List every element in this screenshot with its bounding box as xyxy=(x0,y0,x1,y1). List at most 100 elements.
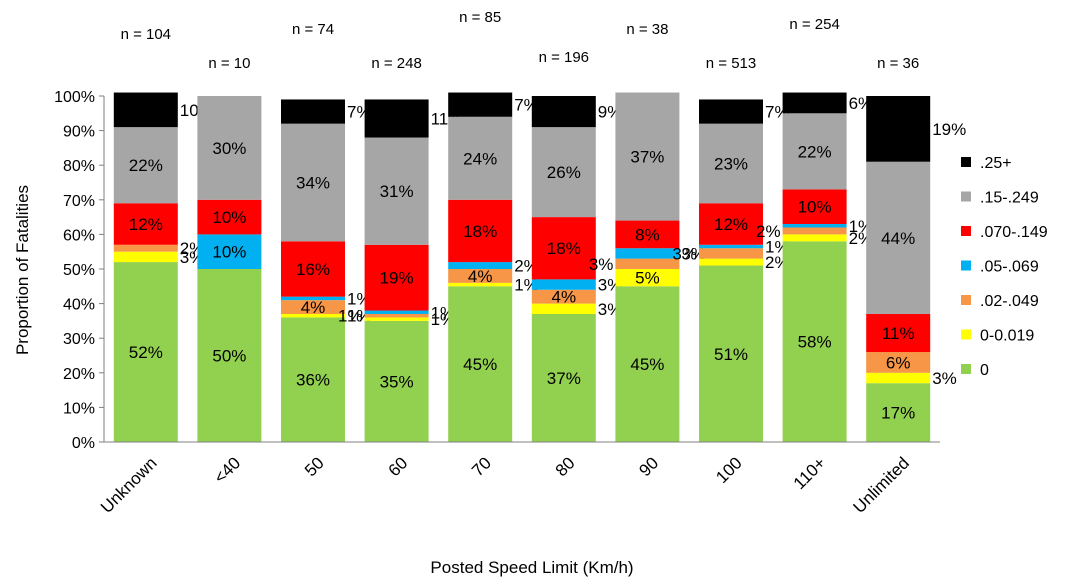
bar-segment xyxy=(281,99,345,124)
legend-label: .02-.049 xyxy=(980,293,1039,310)
x-tick-label: 110+ xyxy=(790,453,830,493)
bar-stack: 37%3%4%3%18%26%9% xyxy=(531,96,622,442)
legend-swatch xyxy=(961,191,971,202)
bar-stack: 35%1%1% 1%19%31%11% xyxy=(338,99,463,442)
data-label: 50% xyxy=(212,347,246,366)
bar-segment xyxy=(113,127,178,204)
bar-segment xyxy=(782,224,847,228)
legend-swatch xyxy=(961,157,971,167)
bar-segment xyxy=(866,313,931,353)
data-label: 52% xyxy=(129,343,163,362)
legend-swatch xyxy=(961,364,971,374)
legend-item: .070-.149 xyxy=(961,224,1048,241)
bar-segment xyxy=(448,269,513,283)
data-label: 1% xyxy=(338,307,363,326)
bar-stack: 58%2%2% 1%10%22%6% xyxy=(756,92,873,442)
x-tick-label: 50 xyxy=(301,453,328,480)
data-label: 8% xyxy=(635,225,660,244)
sample-size-label: n = 85 xyxy=(459,9,501,26)
bar-segment xyxy=(782,241,847,442)
sample-size-label: n = 10 xyxy=(208,55,250,72)
bar-segment xyxy=(364,244,429,311)
bar-stack: 50% 10% 10% 30% xyxy=(197,96,262,442)
data-label: 23% xyxy=(714,154,748,173)
bar-segment xyxy=(281,296,345,301)
data-label: 2% xyxy=(756,222,781,241)
sample-size-label: n = 196 xyxy=(539,49,589,66)
data-label: 35% xyxy=(380,372,414,391)
bar-segment xyxy=(448,199,513,263)
y-tick-label: 80% xyxy=(63,158,95,175)
bar-segment xyxy=(197,199,262,235)
y-tick-label: 10% xyxy=(63,400,95,417)
legend-label: .25+ xyxy=(980,155,1012,172)
sample-size-label: n = 36 xyxy=(877,55,919,72)
legend-item: .02-.049 xyxy=(961,293,1039,310)
legend-item: .15-.249 xyxy=(961,190,1039,207)
y-tick-label: 50% xyxy=(63,262,95,279)
data-label: 44% xyxy=(881,229,915,248)
bar-stack: 51%2%3% 1%12%23%7% xyxy=(672,99,790,442)
data-label: 16% xyxy=(296,260,330,279)
x-tick-label: 70 xyxy=(468,453,495,480)
data-label: 4% xyxy=(468,267,493,286)
bar-segment xyxy=(197,96,262,200)
bar-segment xyxy=(113,92,178,128)
y-tick-label: 60% xyxy=(63,227,95,244)
x-tick-label: 100 xyxy=(712,453,745,486)
sample-size-label: n = 74 xyxy=(292,21,334,38)
bar-segment xyxy=(531,217,596,280)
data-label: 36% xyxy=(296,371,330,390)
data-label: 26% xyxy=(547,163,581,182)
bar-segment xyxy=(615,286,680,442)
bar-segment xyxy=(281,123,345,242)
bar-segment xyxy=(699,258,763,266)
bar-segment xyxy=(699,248,763,259)
bar-segment xyxy=(531,127,596,218)
bar-segment xyxy=(531,313,596,442)
data-label: 5% xyxy=(635,269,660,288)
legend-swatch xyxy=(961,295,971,305)
data-label: 12% xyxy=(129,215,163,234)
x-tick-label: Unlimited xyxy=(849,453,913,517)
x-axis: Unknown <40 50 60 70 80 90 100 110+ Unlimited xyxy=(97,441,940,517)
bar-segment xyxy=(782,189,847,225)
data-label: 31% xyxy=(380,182,414,201)
sample-size-label: n = 254 xyxy=(789,16,839,33)
legend-item: .05-.069 xyxy=(961,259,1039,276)
data-label: 4% xyxy=(301,298,326,317)
data-label: 10% xyxy=(212,208,246,227)
data-label: 37% xyxy=(630,148,664,167)
y-tick-label: 70% xyxy=(63,193,95,210)
bar-segment xyxy=(782,227,847,235)
x-tick-label: 80 xyxy=(552,453,579,480)
bar-stacks: 52%3%2%12%22%10%50%10%10%30%36%1%4% 1%16%… xyxy=(113,92,966,442)
bar-segment xyxy=(615,92,680,221)
data-label: 22% xyxy=(798,142,832,161)
bar-segment xyxy=(699,123,763,204)
data-label: 58% xyxy=(798,333,832,352)
data-label: 24% xyxy=(463,149,497,168)
sample-size-label: n = 513 xyxy=(706,55,756,72)
bar-segment xyxy=(364,310,429,314)
legend-item: 0 xyxy=(961,362,989,379)
legend-label: 0-0.019 xyxy=(980,328,1034,345)
legend-swatch xyxy=(961,329,971,340)
bar-segment xyxy=(531,289,596,304)
bar-segment xyxy=(448,116,513,200)
bar-segment xyxy=(113,262,178,442)
bar-segment xyxy=(364,137,429,245)
data-label: 3% xyxy=(932,369,957,388)
sample-size-label: n = 38 xyxy=(626,21,668,38)
bar-segment xyxy=(699,244,763,249)
bar-segment xyxy=(615,258,680,269)
data-label: 34% xyxy=(296,174,330,193)
bar-segment xyxy=(866,372,931,384)
legend-swatch xyxy=(961,260,971,271)
bar-segment xyxy=(866,161,931,314)
bar-segment xyxy=(782,113,847,190)
legend-label: .15-.249 xyxy=(980,190,1039,207)
bar-segment xyxy=(531,303,596,314)
sample-size-label: n = 248 xyxy=(371,55,421,72)
